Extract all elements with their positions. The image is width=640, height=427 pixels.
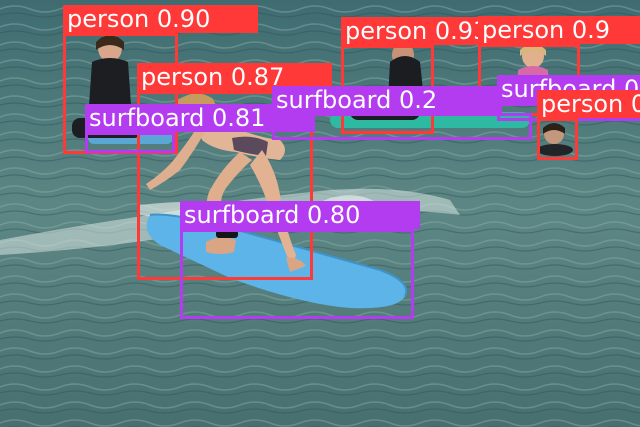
person-box-main-surfer	[137, 91, 313, 280]
surfboard-box-center	[272, 113, 532, 140]
det-class: person	[482, 16, 565, 44]
det-class: surfboard	[184, 201, 300, 229]
det-class: person	[67, 5, 150, 33]
det-score: 0.90	[156, 5, 211, 33]
surfboard-box-main	[180, 229, 414, 319]
swimmer-head	[537, 123, 573, 156]
det-score: 0.81	[211, 104, 266, 132]
surfboard-label-main: surfboard 0.80	[180, 201, 420, 229]
det-class: person	[345, 17, 428, 45]
surfboard-label-center: surfboard 0.2	[272, 86, 502, 114]
det-class: person	[141, 63, 224, 91]
det-class: surfboard	[89, 104, 205, 132]
det-class: surfboard	[276, 86, 392, 114]
person-box-swimmer	[537, 118, 578, 160]
det-score: 0.2	[398, 86, 438, 114]
det-class: person	[541, 90, 624, 118]
surfboard-box-left	[85, 132, 175, 153]
det-score: 0.8	[630, 90, 640, 118]
det-score: 0.9	[571, 16, 611, 44]
person-label-left-surfer: person 0.90	[63, 5, 258, 33]
person-label-right-child: person 0.9	[478, 16, 640, 44]
det-score: 0.80	[306, 201, 361, 229]
person-label-swimmer: person 0.8	[537, 90, 640, 118]
